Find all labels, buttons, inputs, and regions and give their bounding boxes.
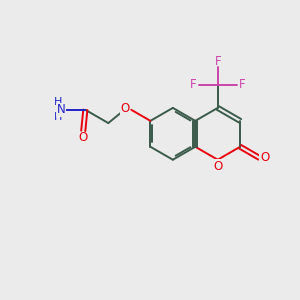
Text: F: F bbox=[190, 78, 196, 92]
Text: O: O bbox=[260, 151, 269, 164]
Text: O: O bbox=[120, 102, 129, 115]
Text: H: H bbox=[53, 112, 62, 122]
Text: O: O bbox=[79, 131, 88, 144]
Text: H: H bbox=[53, 98, 62, 107]
Text: N: N bbox=[57, 103, 66, 116]
Text: F: F bbox=[214, 55, 221, 68]
Text: O: O bbox=[213, 160, 222, 173]
Text: F: F bbox=[239, 78, 245, 92]
